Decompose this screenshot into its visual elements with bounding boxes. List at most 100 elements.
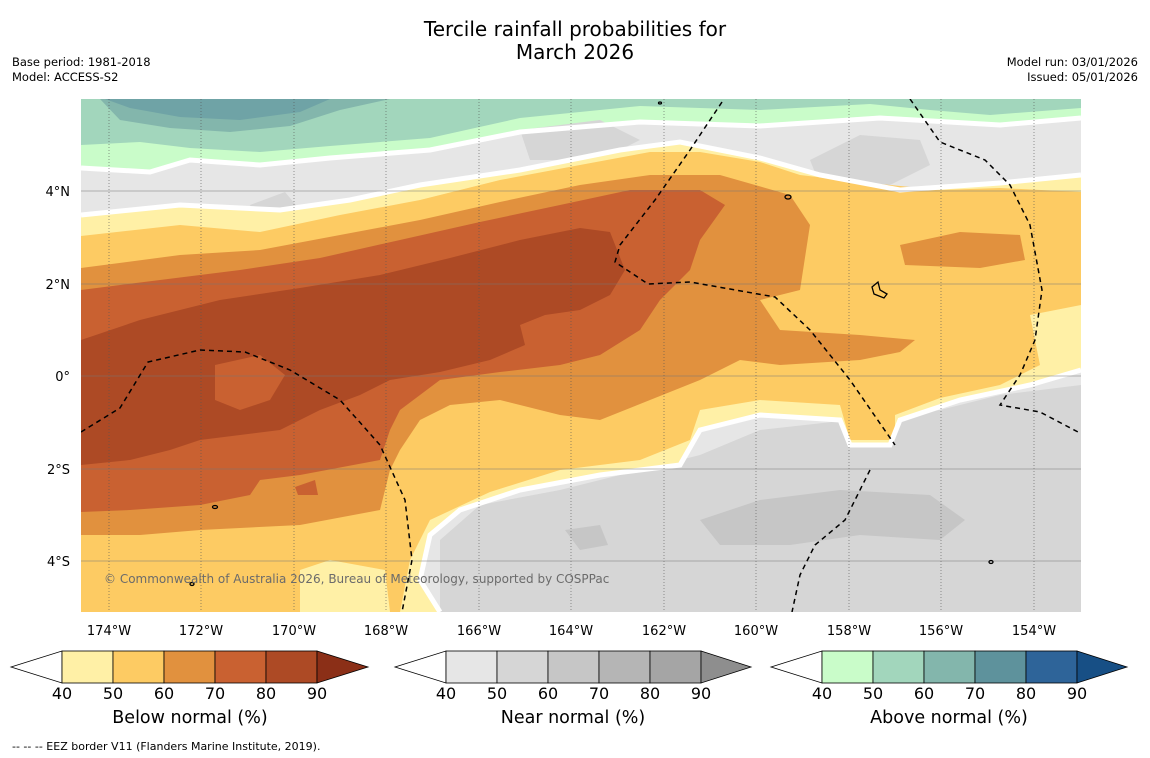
colorbar-tick: 70: [589, 684, 609, 703]
colorbar-tick: 40: [52, 684, 72, 703]
colorbar-below-swatch: [163, 650, 216, 684]
near-normal-60-south: [700, 490, 965, 545]
lon-label: 160°W: [734, 624, 778, 639]
lon-label: 174°W: [87, 624, 131, 639]
lat-label: 0°: [55, 370, 70, 385]
copyright-credit: © Commonwealth of Australia 2026, Bureau…: [104, 572, 610, 586]
colorbar-near-swatch: [445, 650, 498, 684]
colorbar-below-swatch: [61, 650, 114, 684]
eez-border-gilbert: [81, 349, 413, 612]
colorbar-below-over: [316, 650, 370, 684]
base-period: Base period: 1981-2018: [12, 55, 151, 69]
colorbar-near-ticks: 40 50 60 70 80 90: [436, 684, 711, 703]
title-line-2: March 2026: [515, 40, 635, 64]
lon-label: 164°W: [549, 624, 593, 639]
below-normal-70-south-patch: [295, 480, 318, 495]
colorbar-tick: 60: [914, 684, 934, 703]
lat-label: 2°S: [47, 463, 70, 478]
lat-label: 2°N: [46, 278, 71, 293]
colorbar-below-swatch: [214, 650, 267, 684]
title-line-1: Tercile rainfall probabilities for: [423, 17, 727, 41]
island-tabuaeran: [784, 194, 792, 200]
model-run: Model run: 03/01/2026: [1006, 55, 1138, 69]
lon-label: 168°W: [364, 624, 408, 639]
island-gilbert-south: [211, 504, 219, 510]
colorbar-tick: 80: [640, 684, 660, 703]
white-contour-mid: [81, 139, 1081, 218]
lat-label: 4°S: [47, 555, 70, 570]
lon-label: 154°W: [1012, 624, 1056, 639]
colorbar-near-swatch: [649, 650, 702, 684]
colorbar-above-normal: [769, 650, 1129, 684]
eez-border-line-islands: [909, 99, 1079, 433]
colorbar-below-under: [9, 650, 63, 684]
colorbar-above-swatch: [974, 650, 1027, 684]
colorbar-tick: 40: [812, 684, 832, 703]
colorbar-near-swatch: [598, 650, 651, 684]
island-small-west: [189, 581, 195, 587]
island-small-north: [657, 101, 663, 105]
colorbar-above-swatch: [872, 650, 925, 684]
colorbar-tick: 70: [205, 684, 225, 703]
colorbar-tick: 90: [307, 684, 327, 703]
lon-label: 156°W: [919, 624, 963, 639]
map-plot-area: [81, 99, 1081, 612]
below-normal-70-inner: [215, 355, 285, 410]
colorbar-tick: 50: [863, 684, 883, 703]
colorbar-tick: 70: [965, 684, 985, 703]
colorbar-tick: 90: [691, 684, 711, 703]
meta-left: Base period: 1981-2018 Model: ACCESS-S2: [12, 55, 151, 85]
colorbar-above-under: [769, 650, 823, 684]
island-small-east: [988, 559, 994, 565]
colorbar-below-normal: [9, 650, 370, 684]
colorbar-tick: 80: [256, 684, 276, 703]
colorbar-above-over: [1076, 650, 1129, 684]
colorbar-near-normal: [393, 650, 753, 684]
below-normal-40-south-patch: [300, 560, 390, 612]
eez-borders: [81, 99, 1079, 612]
lon-label: 158°W: [827, 624, 871, 639]
colorbar-below-swatch: [265, 650, 318, 684]
eez-footnote: -- -- -- EEZ border V11 (Flanders Marine…: [12, 740, 321, 753]
colorbar-above-ticks: 40 50 60 70 80 90: [812, 684, 1087, 703]
colorbar-near-over: [700, 650, 753, 684]
colorbar-tick: 90: [1067, 684, 1087, 703]
eez-border-phoenix-south: [791, 469, 871, 612]
islands: [189, 101, 994, 587]
colorbar-below-swatch: [112, 650, 165, 684]
model-name: Model: ACCESS-S2: [12, 70, 119, 84]
lon-label: 166°W: [457, 624, 501, 639]
lon-label: 162°W: [642, 624, 686, 639]
below-normal-60-east-patch: [900, 232, 1025, 268]
colorbar-tick: 80: [1016, 684, 1036, 703]
near-normal-50-south: [440, 385, 1081, 612]
colorbar-label-above: Above normal (%): [870, 708, 1028, 728]
colorbar-label-below: Below normal (%): [112, 708, 268, 728]
colorbar-tick: 40: [436, 684, 456, 703]
colorbar-tick: 50: [487, 684, 507, 703]
longitude-labels: 174°W 172°W 170°W 168°W 166°W 164°W 162°…: [87, 624, 1056, 639]
lon-label: 170°W: [272, 624, 316, 639]
colorbar-below-ticks: 40 50 60 70 80 90: [52, 684, 327, 703]
colorbar-label-near: Near normal (%): [500, 708, 646, 728]
white-contour-south: [417, 367, 1081, 612]
lat-label: 4°N: [46, 185, 71, 200]
colorbar-tick: 50: [103, 684, 123, 703]
map-title: Tercile rainfall probabilities for March…: [0, 18, 1150, 64]
issued-date: Issued: 05/01/2026: [1027, 70, 1138, 84]
colorbar-near-under: [393, 650, 447, 684]
near-normal-60-south-2: [565, 525, 608, 550]
below-normal-80-region: [81, 228, 625, 465]
colorbar-above-swatch: [821, 650, 874, 684]
colorbar-tick: 60: [154, 684, 174, 703]
colorbar-above-swatch: [923, 650, 976, 684]
latitude-gridlines: [81, 190, 1081, 562]
colorbar-near-swatch: [496, 650, 549, 684]
white-contour-north: [81, 115, 1081, 175]
colorbar-above-swatch: [1025, 650, 1078, 684]
lon-label: 172°W: [179, 624, 223, 639]
above-normal-70-region: [105, 99, 330, 120]
meta-right: Model run: 03/01/2026 Issued: 05/01/2026: [1007, 55, 1138, 85]
latitude-labels: 4°N 2°N 0° 2°S 4°S: [46, 185, 71, 570]
